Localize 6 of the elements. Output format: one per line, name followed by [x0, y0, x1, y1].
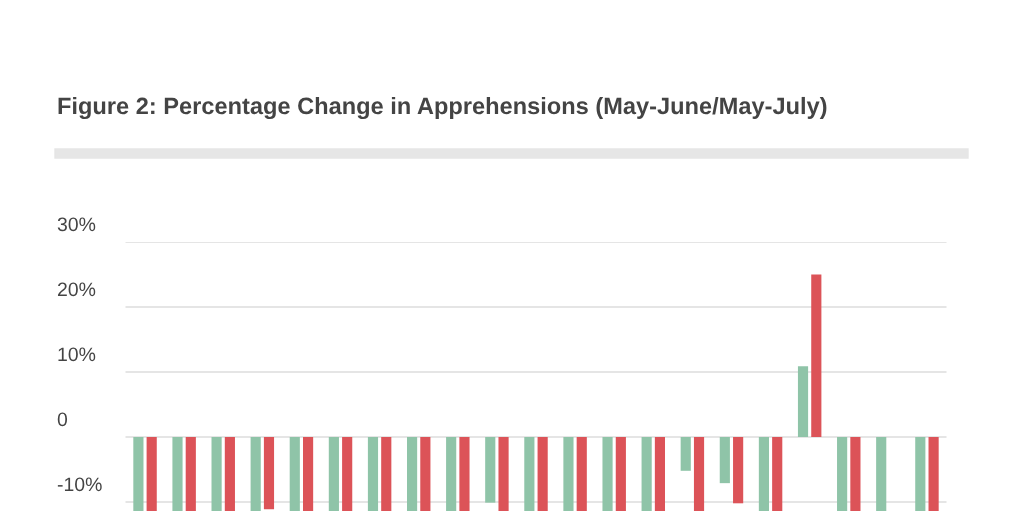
chart-title: Figure 2: Percentage Change in Apprehensions (May-June/May-July) — [58, 96, 827, 120]
y-tick-label: 10% — [58, 347, 96, 362]
y-tick-label: 0 — [57, 412, 68, 427]
y-tick-label: 20% — [57, 282, 96, 297]
y-tick-label: -10% — [57, 477, 102, 492]
y-tick-label: 30% — [57, 217, 96, 232]
